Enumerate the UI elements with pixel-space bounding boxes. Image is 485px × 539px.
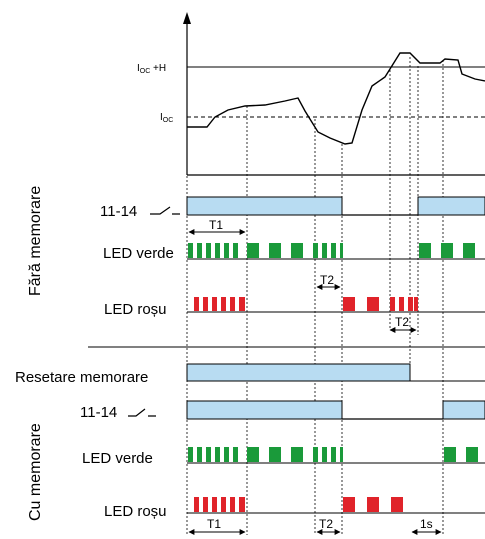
relay-on-block-2 xyxy=(417,196,485,216)
threshold-label-ioc-h: IOC +H xyxy=(137,63,166,75)
green-led-label-mem: LED verde xyxy=(82,450,153,467)
current-graph: IOC +H IOC xyxy=(137,12,485,176)
axis-arrow-icon xyxy=(183,12,191,24)
current-curve xyxy=(187,52,485,145)
red-led-pulses-mem xyxy=(194,497,403,512)
section-with-memory: Cu memorare Resetare memorare 11-14 LED … xyxy=(15,363,485,535)
reset-label: Resetare memorare xyxy=(15,369,148,386)
red-led-pulses xyxy=(194,297,418,311)
green-led-label: LED verde xyxy=(103,245,174,262)
relay-label-mem: 11-14 xyxy=(80,404,117,421)
relay-on-block-1 xyxy=(186,196,343,216)
side-label-without-memory: Fără memorare xyxy=(27,186,44,296)
side-label-with-memory: Cu memorare xyxy=(27,423,44,521)
relay-on-block-mem-2 xyxy=(442,400,485,420)
green-led-pulses xyxy=(188,243,475,258)
section-without-memory: Fără memorare 11-14 T1 LED verde T2 LED … xyxy=(27,186,485,333)
relay-label: 11-14 xyxy=(100,203,137,220)
red-led-label-mem: LED roșu xyxy=(104,503,167,520)
switch-contact-icon xyxy=(128,408,156,417)
switch-contact-icon xyxy=(150,206,180,215)
green-led-pulses-mem xyxy=(188,447,478,462)
t2-label-green: T2 xyxy=(320,273,334,287)
one-s-label: 1s xyxy=(420,517,433,531)
t2-label-mem: T2 xyxy=(319,517,333,531)
t1-label: T1 xyxy=(209,218,223,232)
reset-block xyxy=(186,363,411,382)
t2-label-red: T2 xyxy=(395,315,409,329)
threshold-label-ioc: IOC xyxy=(160,112,173,124)
red-led-label: LED roșu xyxy=(104,301,167,318)
t1-label-mem: T1 xyxy=(207,517,221,531)
relay-on-block-mem-1 xyxy=(186,400,343,420)
